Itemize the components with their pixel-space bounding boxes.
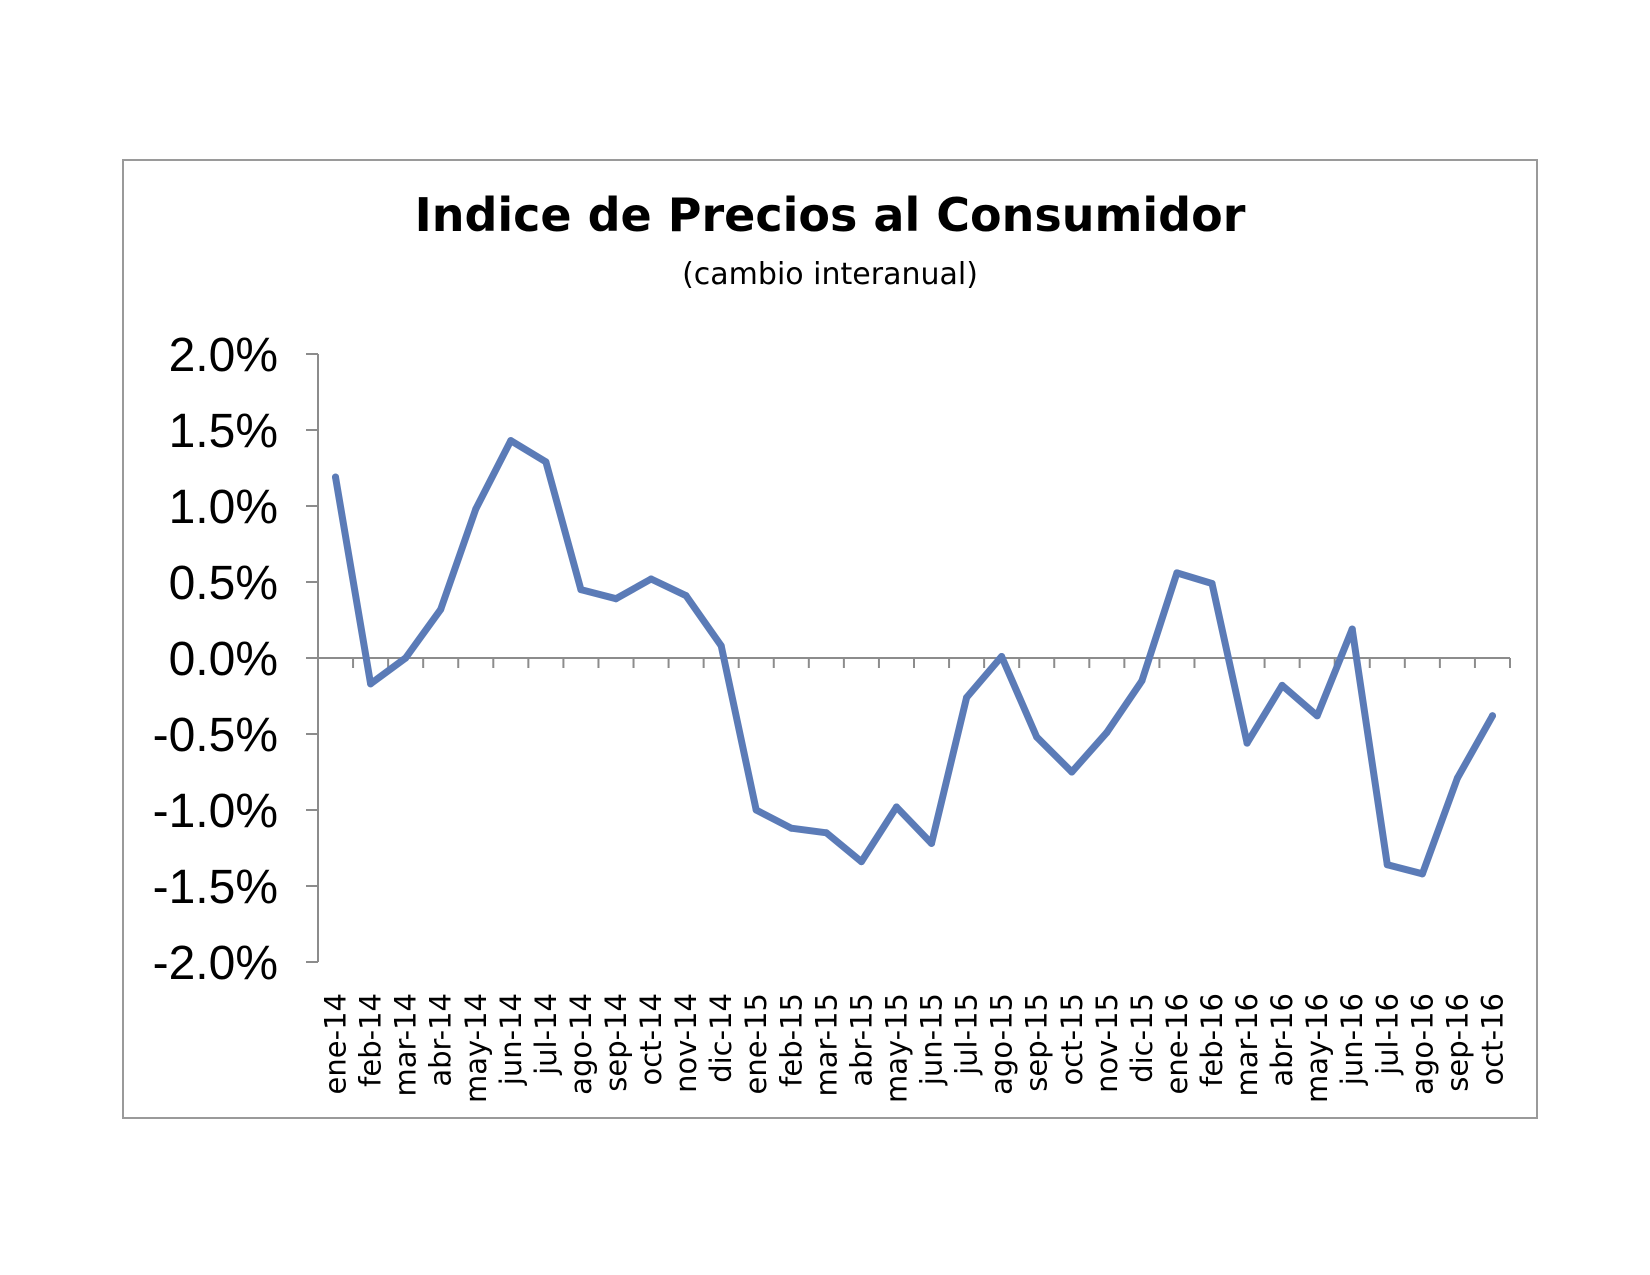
x-tick-label: may-14 bbox=[459, 993, 493, 1103]
data-point bbox=[857, 858, 865, 866]
x-tick-label: ago-15 bbox=[985, 993, 1019, 1095]
data-point bbox=[1173, 569, 1181, 577]
data-point bbox=[1313, 712, 1321, 720]
data-point bbox=[787, 824, 795, 832]
x-tick-label: may-15 bbox=[879, 993, 913, 1103]
x-tick-label: mar-14 bbox=[389, 993, 423, 1096]
data-point bbox=[1243, 739, 1251, 747]
x-tick-label: abr-16 bbox=[1265, 993, 1299, 1087]
x-tick-label: sep-16 bbox=[1440, 993, 1474, 1092]
data-point bbox=[1138, 677, 1146, 685]
x-tick-label: feb-16 bbox=[1195, 993, 1229, 1087]
x-tick-label: nov-15 bbox=[1090, 993, 1124, 1093]
data-point bbox=[1383, 861, 1391, 869]
x-tick-label: feb-14 bbox=[354, 993, 388, 1087]
series-layer bbox=[332, 437, 1496, 878]
data-point bbox=[1103, 728, 1111, 736]
x-tick-label: dic-14 bbox=[704, 993, 738, 1083]
x-tick-label: sep-14 bbox=[599, 993, 633, 1092]
y-tick-label: -1.0% bbox=[153, 785, 278, 838]
x-tick-label: oct-15 bbox=[1055, 993, 1089, 1085]
line-chart: Indice de Precios al Consumidor (cambio … bbox=[153, 188, 1511, 1103]
data-point bbox=[542, 458, 550, 466]
data-point bbox=[577, 586, 585, 594]
data-point bbox=[472, 505, 480, 513]
x-tick-label: nov-14 bbox=[669, 993, 703, 1093]
data-point bbox=[1418, 870, 1426, 878]
x-tick-label: ago-16 bbox=[1405, 993, 1439, 1095]
y-tick-label: 0.5% bbox=[169, 557, 278, 610]
data-point bbox=[892, 803, 900, 811]
chart-title: Indice de Precios al Consumidor bbox=[415, 188, 1246, 242]
data-point bbox=[332, 473, 340, 481]
data-point bbox=[647, 575, 655, 583]
data-point bbox=[507, 437, 515, 445]
y-tick-label: 0.0% bbox=[169, 633, 278, 686]
x-tick-label: ene-16 bbox=[1160, 993, 1194, 1094]
data-point bbox=[1488, 712, 1496, 720]
x-tick-label: jul-16 bbox=[1370, 993, 1404, 1076]
data-point bbox=[682, 592, 690, 600]
data-point bbox=[822, 829, 830, 837]
data-point bbox=[963, 694, 971, 702]
data-point bbox=[1033, 733, 1041, 741]
y-tick-label: -1.5% bbox=[153, 861, 278, 914]
data-point bbox=[437, 605, 445, 613]
x-tick-label: jul-15 bbox=[950, 993, 984, 1076]
y-tick-label: -0.5% bbox=[153, 709, 278, 762]
x-tick-label: abr-14 bbox=[424, 993, 458, 1087]
data-point bbox=[612, 595, 620, 603]
chart-frame: Indice de Precios al Consumidor (cambio … bbox=[122, 159, 1538, 1119]
x-tick-label: ago-14 bbox=[564, 993, 598, 1095]
x-tick-label: mar-15 bbox=[809, 993, 843, 1096]
data-point bbox=[998, 652, 1006, 660]
x-tick-label: ene-14 bbox=[319, 993, 353, 1094]
axes: 2.0% 1.5% 1.0% 0.5% 0.0% -0.5% -1.0% -1.5% -2.0%… bbox=[153, 329, 1511, 1103]
y-tick-label: 1.5% bbox=[169, 405, 278, 458]
series-line bbox=[332, 437, 1496, 878]
data-point bbox=[928, 839, 936, 847]
data-point bbox=[402, 654, 410, 662]
y-tick-label: -2.0% bbox=[153, 937, 278, 990]
x-tick-label: dic-15 bbox=[1125, 993, 1159, 1083]
chart-subtitle: (cambio interanual) bbox=[682, 257, 978, 292]
x-tick-label: oct-14 bbox=[634, 993, 668, 1085]
x-tick-label: oct-16 bbox=[1475, 993, 1509, 1085]
data-point bbox=[1068, 768, 1076, 776]
x-tick-label: jun-15 bbox=[915, 993, 949, 1086]
x-tick-label: jun-14 bbox=[494, 993, 528, 1086]
data-point bbox=[1348, 625, 1356, 633]
data-point bbox=[1453, 774, 1461, 782]
x-tick-label: jun-16 bbox=[1335, 993, 1369, 1086]
data-point bbox=[367, 680, 375, 688]
x-tick-label: mar-16 bbox=[1230, 993, 1264, 1096]
x-tick-label: feb-15 bbox=[774, 993, 808, 1087]
data-point bbox=[752, 806, 760, 814]
y-tick-label: 1.0% bbox=[169, 481, 278, 534]
x-tick-label: abr-15 bbox=[844, 993, 878, 1087]
y-tick-label: 2.0% bbox=[169, 329, 278, 382]
x-tick-label: jul-14 bbox=[529, 993, 563, 1076]
x-tick-label: ene-15 bbox=[739, 993, 773, 1094]
data-point bbox=[1278, 681, 1286, 689]
data-point bbox=[717, 642, 725, 650]
data-point bbox=[1208, 580, 1216, 588]
x-tick-label: may-16 bbox=[1300, 993, 1334, 1103]
x-tick-label: sep-15 bbox=[1020, 993, 1054, 1092]
